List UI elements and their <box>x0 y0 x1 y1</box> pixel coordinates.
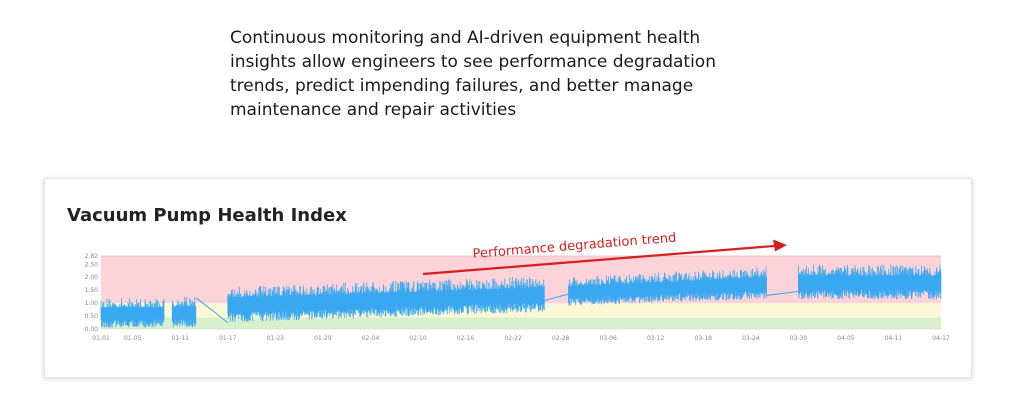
series-segment <box>227 277 545 323</box>
chart-card: Vacuum Pump Health Index 0.00 0.50 1.00 1.5… <box>44 178 972 378</box>
x-tick-label: 03-06 <box>599 335 617 342</box>
x-tick-label: 02-10 <box>409 335 427 342</box>
x-tick-label: 04-17 <box>932 335 950 342</box>
caption-line: Continuous monitoring and AI-driven equi… <box>230 28 701 48</box>
caption-text: Continuous monitoring and AI-driven equi… <box>230 26 790 122</box>
x-tick-label: 03-30 <box>790 335 808 342</box>
x-tick-label: 03-12 <box>647 335 665 342</box>
x-tick-label: 04-11 <box>885 335 903 342</box>
x-tick-label: 03-24 <box>742 335 760 342</box>
x-tick-label: 01-01 <box>92 335 110 342</box>
x-tick-label: 01-05 <box>124 335 142 342</box>
zone-healthy <box>101 317 941 329</box>
caption-line: trends, predict impending failures, and … <box>230 76 694 96</box>
y-tick-label: 1.50 <box>85 287 99 294</box>
x-tick-label: 04-05 <box>837 335 855 342</box>
x-tick-label: 02-28 <box>552 335 570 342</box>
y-tick-label: 1.00 <box>85 300 99 307</box>
y-tick-label: 2.00 <box>85 274 99 281</box>
series-segment <box>568 267 767 306</box>
series-segment <box>798 264 942 300</box>
y-axis-ticks: 0.00 0.50 1.00 1.50 2.00 2.502.82 <box>85 253 99 333</box>
caption-line: maintenance and repair activities <box>230 100 517 120</box>
series-segment <box>171 296 197 328</box>
chart-title: Vacuum Pump Health Index <box>67 205 347 226</box>
caption-line: insights allow engineers to see performa… <box>230 52 716 72</box>
x-tick-label: 01-17 <box>219 335 237 342</box>
series-segment <box>100 298 165 328</box>
x-tick-label: 01-11 <box>172 335 190 342</box>
y-tick-label: 0.00 <box>85 326 99 333</box>
x-tick-label: 01-23 <box>267 335 285 342</box>
plot-area <box>100 264 942 328</box>
trend-arrow-line <box>422 244 780 276</box>
x-tick-label: 01-29 <box>314 335 332 342</box>
x-tick-label: 03-18 <box>695 335 713 342</box>
y-tick-label: 2.82 <box>85 253 99 260</box>
series-gap-line <box>544 293 569 302</box>
health-index-chart: 0.000.501.001.502.002.502.82 01-01 01-05 0… <box>85 231 950 342</box>
y-tick-label: 2.50 <box>85 261 99 268</box>
y-tick-label: 0.50 <box>85 313 99 320</box>
series-gap-line <box>195 297 229 323</box>
x-tick-label: 02-16 <box>457 335 475 342</box>
series-gap-line <box>766 290 799 296</box>
x-tick-label: 02-22 <box>504 335 522 342</box>
x-tick-label: 02-04 <box>362 335 380 342</box>
x-axis-ticks: 01-01 01-05 01-11 01-17 01-23 01-29 02-04 02-10… <box>92 328 950 342</box>
trend-arrow-head <box>773 239 787 252</box>
